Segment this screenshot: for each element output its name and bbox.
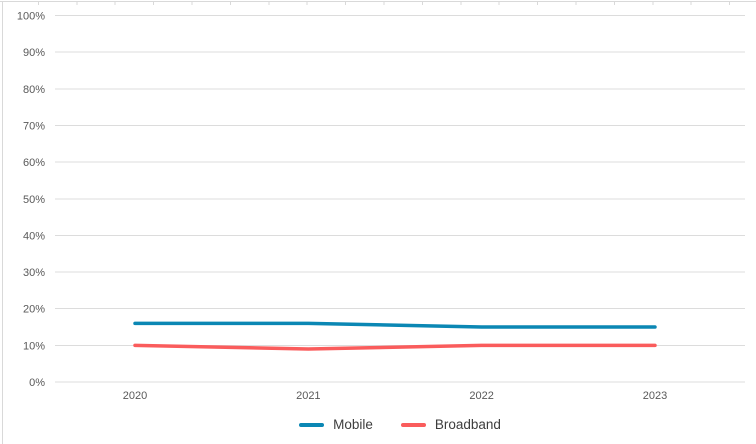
series-line-mobile (133, 321, 657, 329)
chart-legend: Mobile Broadband (55, 413, 745, 437)
legend-item-mobile[interactable]: Mobile (299, 418, 373, 432)
y-axis-label: 10% (23, 340, 45, 352)
y-axis-label: 70% (23, 120, 45, 132)
series-line-broadband (133, 343, 657, 351)
y-axis-label: 0% (29, 377, 45, 389)
y-axis-label: 20% (23, 304, 45, 316)
legend-item-broadband[interactable]: Broadband (400, 417, 501, 433)
legend-label-mobile: Mobile (333, 417, 373, 433)
legend-label-broadband: Broadband (434, 417, 501, 433)
x-axis-label: 2021 (296, 390, 320, 402)
legend-swatch-mobile (299, 423, 325, 427)
y-axis-label: 40% (23, 230, 45, 242)
y-axis-label: 50% (23, 194, 45, 206)
y-axis-label: 100% (17, 11, 45, 23)
legend-swatch-broadband (400, 423, 426, 427)
x-axis-label: 2022 (469, 390, 493, 402)
y-axis-label: 60% (23, 157, 45, 169)
x-axis-label: 2023 (643, 390, 667, 402)
y-axis-label: 30% (23, 267, 45, 279)
x-axis-label: 2020 (123, 390, 147, 402)
y-axis-label: 90% (23, 47, 45, 59)
y-axis-label: 80% (23, 84, 45, 96)
